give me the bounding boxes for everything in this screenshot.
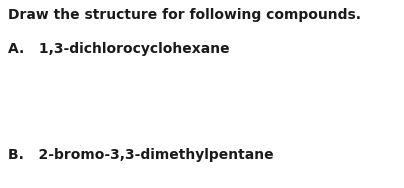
Text: Draw the structure for following compounds.: Draw the structure for following compoun… <box>8 8 361 22</box>
Text: A.   1,3-dichlorocyclohexane: A. 1,3-dichlorocyclohexane <box>8 42 229 56</box>
Text: B.   2-bromo-3,3-dimethylpentane: B. 2-bromo-3,3-dimethylpentane <box>8 148 274 162</box>
